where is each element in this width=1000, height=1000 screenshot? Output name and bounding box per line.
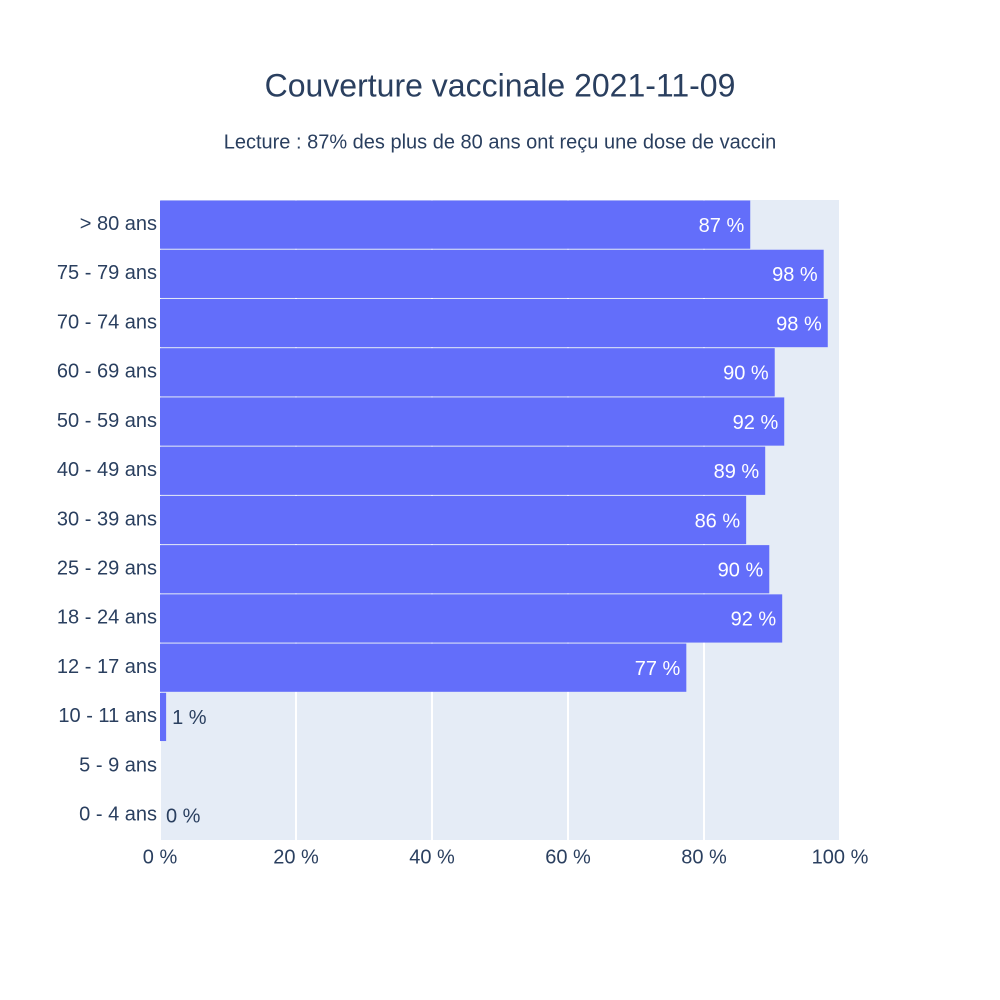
y-tick-label: 18 - 24 ans (57, 607, 157, 629)
x-tick-label: 40 % (409, 846, 455, 868)
data-label: 87 % (699, 215, 745, 237)
x-tick-label: 20 % (273, 846, 319, 868)
y-tick-label: 5 - 9 ans (79, 754, 157, 776)
x-tick-label: 0 % (143, 846, 178, 868)
bar (160, 643, 687, 692)
data-label: 0 % (166, 806, 201, 828)
bar (160, 397, 785, 446)
bar (160, 446, 766, 495)
data-label: 92 % (733, 412, 779, 434)
bar (160, 249, 824, 298)
bar (160, 495, 747, 545)
x-tick-label: 60 % (545, 846, 591, 868)
data-label: 89 % (714, 461, 760, 483)
bar (160, 692, 167, 742)
y-tick-label: 0 - 4 ans (79, 804, 157, 826)
data-label: 90 % (718, 560, 764, 582)
y-tick-label: 10 - 11 ans (58, 705, 157, 727)
bar (160, 200, 751, 249)
bar (160, 298, 828, 348)
y-tick-label: 50 - 59 ans (57, 410, 157, 432)
chart-title: Couverture vaccinale 2021-11-09 (265, 67, 736, 103)
y-tick-label: 25 - 29 ans (57, 558, 157, 580)
data-label: 1 % (172, 707, 207, 729)
bar (160, 545, 770, 594)
y-tick-label: 75 - 79 ans (57, 262, 157, 284)
y-tick-label: 12 - 17 ans (57, 656, 157, 678)
data-label: 98 % (776, 313, 822, 335)
y-tick-label: 70 - 74 ans (57, 311, 157, 333)
data-label: 86 % (695, 510, 741, 532)
y-tick-label: 40 - 49 ans (57, 459, 157, 481)
y-tick-label: > 80 ans (80, 213, 157, 235)
y-tick-label: 60 - 69 ans (57, 361, 157, 383)
chart-subtitle: Lecture : 87% des plus de 80 ans ont reç… (224, 131, 777, 153)
data-label: 92 % (731, 609, 777, 631)
x-tick-label: 100 % (812, 846, 869, 868)
data-label: 90 % (723, 363, 769, 385)
bar (160, 348, 775, 397)
data-label: 77 % (635, 658, 681, 680)
data-label: 98 % (772, 264, 818, 286)
x-tick-label: 80 % (681, 846, 727, 868)
bar (160, 594, 783, 643)
y-tick-label: 30 - 39 ans (57, 508, 157, 530)
